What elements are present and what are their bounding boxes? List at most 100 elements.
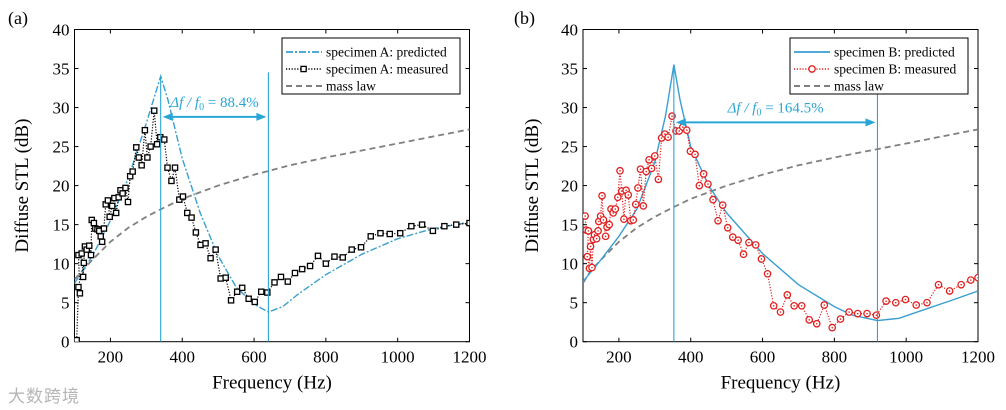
y-tick-label: 10: [53, 255, 70, 274]
legend-box: [789, 37, 969, 95]
y-tick-label: 0: [61, 333, 70, 352]
y-tick-label: 10: [561, 255, 578, 274]
data-point-square: [97, 233, 104, 240]
data-point-square: [171, 164, 179, 171]
data-point-center: [589, 245, 592, 248]
data-point-center: [960, 283, 962, 286]
data-point-center: [678, 130, 681, 132]
chart-a: (a) 200 400 600 800 1000 1200 0 5 10 15 20 25 30 35 40 F…: [8, 8, 487, 394]
legend-label: specimen B: predicted: [834, 45, 955, 60]
data-point-center: [875, 314, 878, 316]
data-point-square: [233, 288, 241, 295]
data-point-center: [650, 167, 653, 170]
data-point-square: [153, 140, 161, 148]
data-point-square: [306, 262, 314, 270]
data-point-center: [694, 153, 696, 156]
data-point-center: [779, 311, 782, 313]
x-tick-label: 1200: [453, 348, 487, 367]
series-line-mass-law: [74, 128, 470, 280]
data-point-center: [637, 187, 639, 189]
data-point-square: [452, 221, 460, 228]
data-point-center: [754, 244, 757, 246]
data-point-square: [74, 336, 80, 342]
x-tick-label: 1200: [961, 348, 995, 367]
data-point-center: [970, 279, 972, 281]
data-point-square: [222, 274, 229, 281]
data-point-square: [179, 193, 187, 200]
data-point-square: [138, 162, 145, 169]
data-point-center: [602, 219, 605, 221]
plot-area: [74, 72, 470, 342]
data-point-square: [80, 259, 88, 267]
data-point-center: [726, 226, 729, 229]
data-point-square: [129, 168, 136, 175]
data-point-center: [625, 189, 627, 192]
data-point-center: [595, 237, 598, 240]
data-point-square: [348, 246, 355, 253]
data-point-square: [277, 273, 285, 281]
data-point-center: [915, 304, 918, 306]
x-tick-label: 600: [241, 348, 267, 367]
data-point-center: [645, 170, 647, 173]
legend-label: specimen A: predicted: [326, 45, 447, 60]
data-point-square: [227, 297, 235, 304]
data-point-center: [660, 137, 663, 139]
data-point-square: [441, 222, 448, 230]
data-point-square: [98, 238, 106, 246]
series-line-mass-law: [583, 128, 978, 284]
legend-label: mass law: [326, 79, 376, 94]
data-point-square: [264, 289, 271, 296]
data-point-square: [238, 284, 246, 292]
x-tick-label: 200: [606, 348, 632, 367]
data-point-square: [357, 244, 365, 251]
chart-b: (b) 200 400 600 800 1000 1200 0 5 10 15 20 25 30 35 40 F…: [514, 8, 995, 394]
data-point-square: [298, 265, 306, 273]
x-tick-label: 400: [678, 348, 704, 367]
legend: specimen A: predicted specimen A: measure…: [281, 37, 461, 95]
data-point-square: [322, 260, 330, 267]
data-point-square: [271, 279, 278, 286]
data-point-center: [619, 169, 621, 172]
data-point-center: [612, 212, 614, 214]
arrow-head-left: [675, 118, 686, 127]
y-tick-label: 35: [53, 60, 70, 79]
bandwidth-annotation: Δf / f0 = 88.4%: [169, 95, 259, 113]
data-point-square: [144, 154, 151, 161]
data-point-center: [748, 241, 750, 244]
data-point-square: [202, 240, 209, 247]
data-point-square: [100, 225, 108, 232]
data-point-square: [396, 229, 404, 237]
data-point-square: [150, 107, 158, 114]
data-point-square: [135, 154, 143, 161]
data-point-center: [667, 136, 669, 139]
data-point-center: [793, 304, 795, 307]
data-point-square: [466, 219, 470, 227]
data-point-square: [141, 126, 149, 134]
data-point-center: [712, 198, 714, 201]
data-point-center: [786, 294, 789, 296]
data-point-center: [937, 283, 940, 286]
data-point-square: [245, 295, 252, 303]
data-point-square: [386, 230, 394, 238]
series-line-specimen-b-measured: [584, 115, 978, 329]
data-point-center: [717, 219, 719, 222]
data-point-center: [823, 304, 826, 306]
data-point-square: [429, 227, 437, 235]
data-point-center: [831, 326, 834, 329]
data-point-center: [599, 215, 602, 217]
x-tick-label: 200: [98, 348, 124, 367]
data-point-center: [620, 190, 623, 192]
data-point-center: [639, 168, 642, 171]
data-point-center: [977, 276, 978, 279]
data-point-center: [702, 173, 705, 175]
arrow-head-left: [162, 112, 173, 121]
x-tick-label: 1000: [889, 348, 923, 367]
data-point-center: [721, 204, 724, 206]
y-tick-label: 35: [561, 60, 578, 79]
data-point-square: [78, 250, 85, 257]
data-point-center: [610, 208, 612, 210]
y-tick-label: 0: [570, 333, 579, 352]
data-point-center: [685, 129, 688, 131]
data-point-square: [147, 143, 154, 150]
data-point-square: [377, 229, 384, 237]
